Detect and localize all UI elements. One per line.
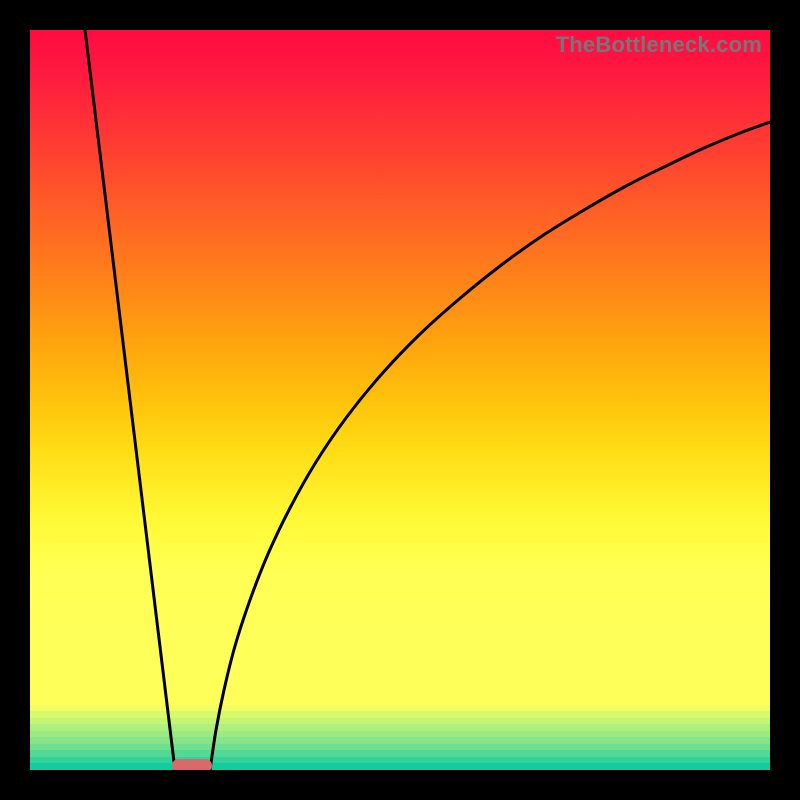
minimum-marker — [172, 759, 212, 771]
left-v-line — [85, 30, 175, 770]
border-right — [770, 0, 800, 800]
border-left — [0, 0, 30, 800]
chart-canvas: TheBottleneck.com — [0, 0, 800, 800]
right-curve — [210, 122, 770, 770]
plot-area: TheBottleneck.com — [30, 30, 770, 770]
border-bottom — [0, 770, 800, 800]
border-top — [0, 0, 800, 30]
watermark-text: TheBottleneck.com — [556, 32, 762, 58]
curves-layer — [30, 30, 770, 770]
